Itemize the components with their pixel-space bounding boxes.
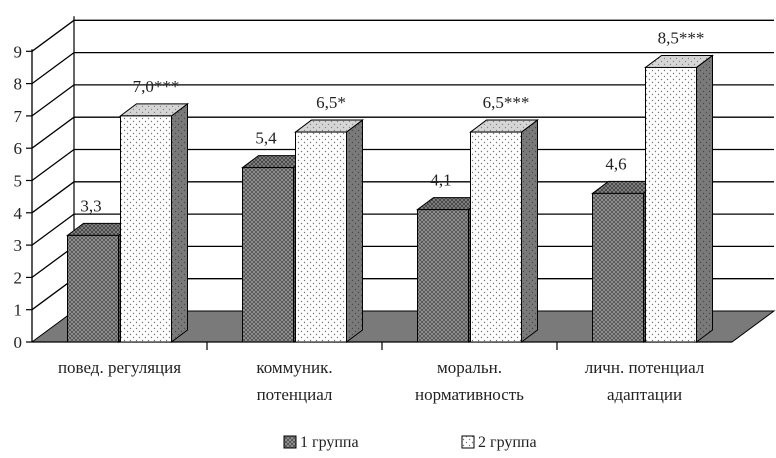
x-category-label: коммуник.	[256, 358, 332, 377]
legend-item: 2 группа	[461, 434, 537, 451]
bar-side-face	[696, 54, 713, 343]
legend: 1 группа 2 группа	[283, 434, 537, 451]
bar-side-face	[346, 119, 363, 343]
bar	[469, 119, 539, 343]
labels-layer: 3,3 7,0*** 5,4 6,5* 4,1 6,5*** 4,6 8,5***	[80, 28, 704, 215]
data-label: 4,6	[605, 154, 626, 173]
bar-side-face	[171, 102, 188, 343]
data-label: 8,5***	[658, 28, 705, 47]
y-tick-label: 5	[14, 172, 23, 191]
bar	[294, 119, 364, 343]
bar	[643, 54, 715, 343]
x-category-label: повед. регуляция	[58, 358, 181, 377]
bar-front-face	[417, 209, 469, 343]
x-category-label: моральн.	[437, 358, 502, 377]
bar-front-face	[470, 131, 522, 343]
data-label: 6,5*	[316, 93, 346, 112]
bars-layer	[66, 54, 715, 343]
y-tick-label: 4	[14, 204, 23, 223]
bar-side-face	[521, 119, 538, 343]
bar-front-face	[242, 167, 294, 343]
y-tick-label: 8	[14, 75, 23, 94]
data-label: 5,4	[255, 129, 277, 148]
legend-item: 1 группа	[283, 434, 359, 451]
x-category-label: адаптации	[607, 385, 682, 404]
y-tick-label: 7	[14, 107, 23, 126]
y-tick-label: 0	[14, 333, 23, 352]
data-label: 4,1	[430, 171, 451, 190]
legend-label: 1 группа	[300, 434, 359, 451]
bar-front-face	[67, 234, 119, 343]
data-label: 3,3	[80, 196, 101, 215]
bar-front-face	[592, 192, 644, 343]
bar	[119, 102, 189, 343]
legend-label: 2 группа	[478, 434, 537, 451]
bar-front-face	[645, 66, 697, 343]
data-label: 7,0***	[133, 77, 180, 96]
bar-front-face	[295, 131, 347, 343]
data-label: 6,5***	[483, 93, 530, 112]
y-tick-label: 6	[14, 139, 23, 158]
x-category-label: нормативность	[415, 385, 524, 404]
y-tick-label: 2	[14, 268, 23, 287]
bar-front-face	[120, 115, 172, 343]
legend-swatch	[283, 435, 297, 449]
x-category-label: потенциал	[257, 385, 333, 404]
x-category-label: личн. потенциал	[585, 358, 705, 377]
y-tick-label: 9	[14, 42, 23, 61]
legend-swatch	[461, 435, 475, 449]
y-tick-label: 3	[14, 236, 23, 255]
y-tick-label: 1	[14, 301, 23, 320]
grid-layer	[31, 16, 774, 311]
